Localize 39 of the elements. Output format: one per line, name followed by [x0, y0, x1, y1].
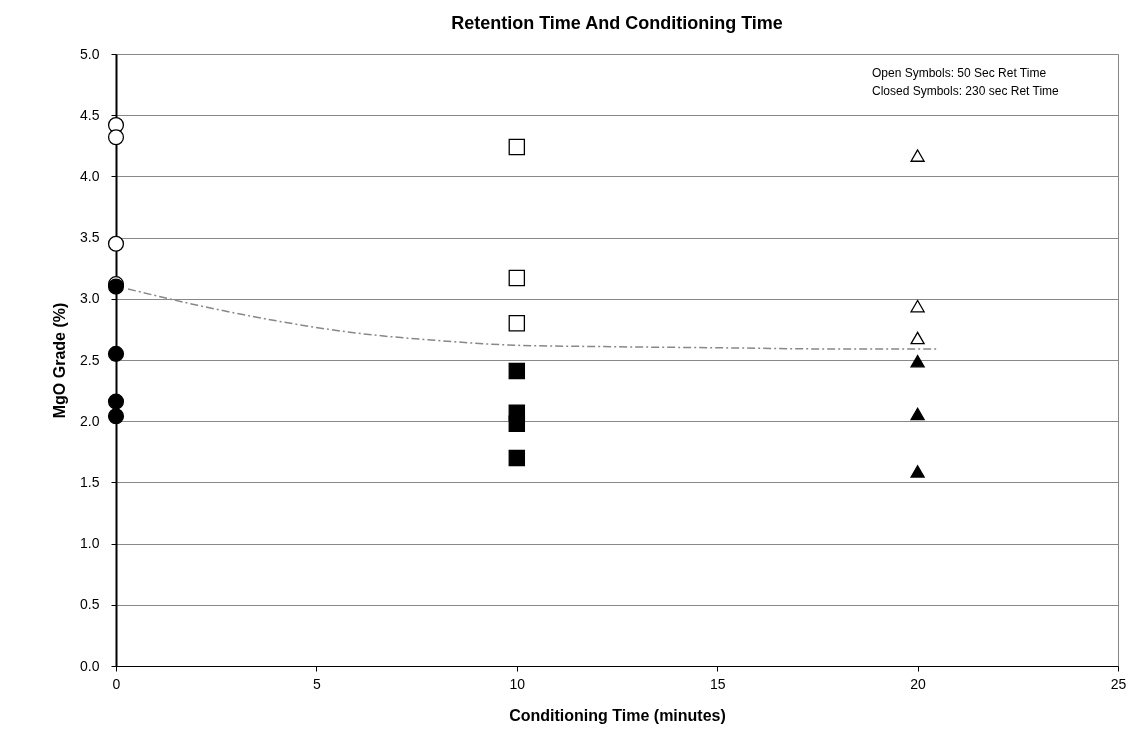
- point: [910, 331, 925, 345]
- y-tick-label: 2.5: [80, 351, 100, 368]
- point: [910, 465, 925, 478]
- point: [107, 345, 125, 362]
- point: [910, 407, 925, 421]
- y-tick-label: 0.0: [80, 657, 100, 674]
- annotation: Closed Symbols: 230 sec Ret Time: [872, 84, 1060, 98]
- x-tick-label: 15: [709, 675, 726, 692]
- point: [508, 138, 526, 156]
- y-tick-label: 3.5: [80, 229, 100, 246]
- y-tick-label: 4.5: [80, 106, 100, 123]
- x-tick-label: 10: [509, 675, 526, 692]
- point: [508, 269, 526, 287]
- y-tick-label: 4.0: [80, 167, 100, 184]
- x-axis-title: Conditioning Time (minutes): [509, 706, 726, 724]
- annotation: Open Symbols: 50 Sec Ret Time: [872, 66, 1047, 80]
- y-axis-title: MgO Grade (%): [51, 302, 69, 419]
- chart-title: Retention Time And Conditioning Time: [451, 13, 783, 33]
- y-tick-label: 1.0: [80, 535, 100, 552]
- x-tick-label: 20: [910, 675, 927, 692]
- point: [107, 129, 125, 146]
- point: [910, 354, 925, 368]
- point: [910, 149, 925, 162]
- point: [107, 393, 125, 410]
- point: [910, 299, 925, 313]
- x-tick-label: 0: [112, 675, 121, 692]
- x-tick-label: 25: [1110, 675, 1127, 692]
- x-tick-label: 5: [313, 675, 321, 692]
- point: [107, 235, 125, 252]
- point: [107, 408, 125, 425]
- point: [508, 362, 526, 380]
- point: [508, 315, 526, 332]
- y-tick-label: 2.0: [80, 412, 100, 429]
- y-tick-label: 1.5: [80, 473, 100, 490]
- y-tick-label: 5.0: [80, 45, 100, 62]
- point: [508, 449, 526, 467]
- y-tick-label: 3.0: [80, 290, 100, 307]
- y-tick-label: 0.5: [80, 596, 100, 613]
- point: [508, 415, 526, 432]
